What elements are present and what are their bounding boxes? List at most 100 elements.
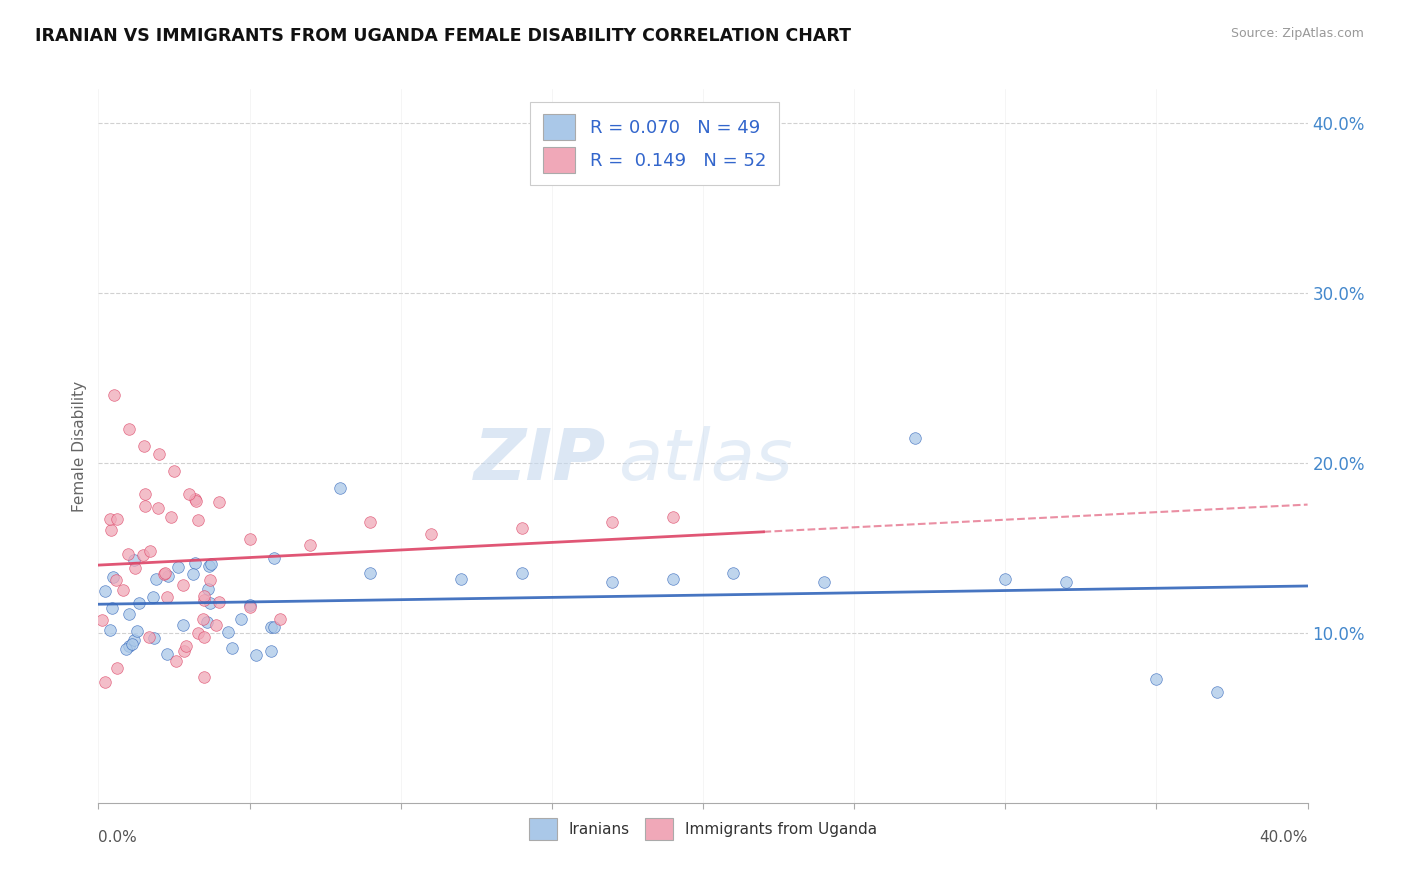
Point [148,448,170,462]
Point [179,486,201,500]
Point [132,548,155,562]
Point [994,572,1017,586]
Point [450,572,472,586]
Point [111,583,134,598]
Point [165,655,187,669]
Point [157,569,180,583]
Point [186,494,208,508]
Point [187,513,209,527]
Text: 40.0%: 40.0% [1260,830,1308,845]
Point [100,523,122,537]
Point [193,631,215,645]
Point [1054,574,1077,589]
Point [360,566,382,581]
Point [217,625,239,640]
Point [221,641,243,656]
Text: atlas: atlas [619,425,793,495]
Point [138,630,160,644]
Point [122,632,145,647]
Y-axis label: Female Disability: Female Disability [72,380,87,512]
Point [187,626,209,640]
Point [723,566,745,581]
Point [239,533,262,547]
Point [181,566,204,581]
Point [134,487,156,501]
Legend: Iranians, Immigrants from Uganda: Iranians, Immigrants from Uganda [520,809,886,848]
Point [208,495,231,509]
Point [200,558,222,572]
Point [101,569,124,583]
Point [263,550,285,565]
Point [124,561,146,575]
Point [260,644,283,658]
Point [167,560,190,574]
Point [98,512,121,526]
Point [103,388,125,402]
Point [125,624,148,638]
Point [148,501,170,516]
Point [510,520,533,534]
Point [101,601,124,615]
Point [172,578,194,592]
Point [1206,685,1229,699]
Point [142,591,165,605]
Point [156,590,179,604]
Point [239,600,262,615]
Point [245,648,267,662]
Point [160,510,183,524]
Text: IRANIAN VS IMMIGRANTS FROM UGANDA FEMALE DISABILITY CORRELATION CHART: IRANIAN VS IMMIGRANTS FROM UGANDA FEMALE… [35,27,851,45]
Point [105,512,128,526]
Point [208,595,231,609]
Point [661,510,683,524]
Point [198,573,221,587]
Text: Source: ZipAtlas.com: Source: ZipAtlas.com [1230,27,1364,40]
Point [104,573,127,587]
Point [602,516,624,530]
Point [197,582,219,596]
Point [118,422,141,436]
Point [813,574,835,589]
Point [329,482,352,496]
Point [122,552,145,566]
Point [197,558,219,573]
Point [153,566,176,581]
Point [420,527,443,541]
Point [153,566,176,581]
Point [145,573,167,587]
Point [602,574,624,589]
Text: 0.0%: 0.0% [98,830,138,845]
Point [231,612,253,626]
Point [193,593,215,607]
Point [91,613,114,627]
Point [299,537,322,551]
Point [184,491,207,506]
Point [904,430,927,444]
Point [172,618,194,632]
Point [205,617,228,632]
Point [134,499,156,513]
Point [98,623,121,637]
Point [142,632,165,646]
Point [263,619,285,633]
Point [128,596,150,610]
Point [260,620,283,634]
Point [1144,672,1167,686]
Point [510,566,533,581]
Point [156,647,179,661]
Point [195,615,218,629]
Point [184,556,207,570]
Point [173,644,195,658]
Point [193,670,215,684]
Point [117,547,139,561]
Point [191,612,214,626]
Point [139,544,162,558]
Point [174,639,197,653]
Point [193,589,215,603]
Point [121,637,143,651]
Point [132,439,155,453]
Point [118,607,141,621]
Point [360,516,382,530]
Point [115,642,138,657]
Point [661,572,683,586]
Point [269,612,291,626]
